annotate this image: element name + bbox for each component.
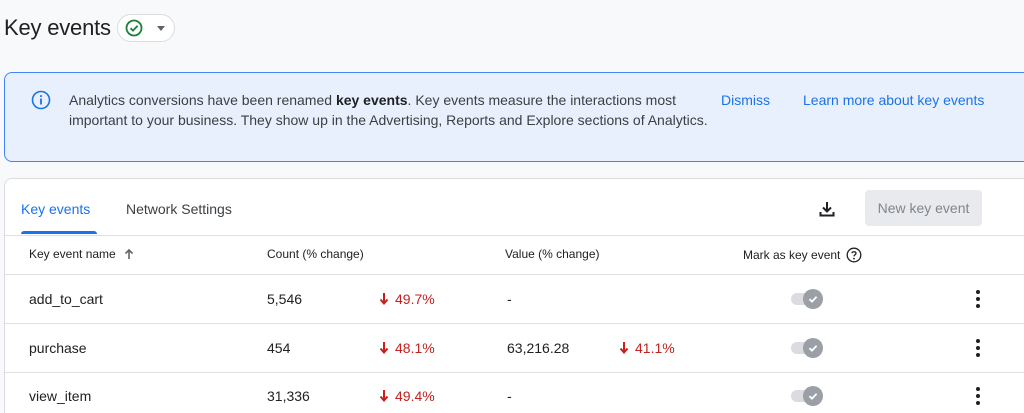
event-name: add_to_cart bbox=[29, 291, 103, 307]
event-name: view_item bbox=[29, 388, 92, 404]
column-header-value: Value (% change) bbox=[505, 247, 600, 261]
table-row: purchase 454 48.1% 63,216.28 41.1% bbox=[5, 324, 1024, 372]
more-options-icon[interactable] bbox=[966, 336, 990, 360]
mark-key-event-toggle[interactable] bbox=[789, 384, 825, 408]
info-banner: Analytics conversions have been renamed … bbox=[4, 72, 1024, 162]
dismiss-link[interactable]: Dismiss bbox=[721, 92, 770, 108]
column-header-name[interactable]: Key event name bbox=[29, 247, 136, 261]
event-count: 31,336 bbox=[267, 388, 310, 404]
table-row: view_item 31,336 49.4% - bbox=[5, 372, 1024, 413]
tab-bar: Key events Network Settings New key even… bbox=[5, 179, 1024, 235]
active-tab-indicator bbox=[21, 231, 97, 234]
arrow-down-icon bbox=[379, 390, 389, 402]
event-count: 5,546 bbox=[267, 291, 303, 307]
event-name: purchase bbox=[29, 340, 87, 356]
check-icon bbox=[808, 296, 818, 303]
more-options-icon[interactable] bbox=[966, 287, 990, 311]
key-events-card: Key events Network Settings New key even… bbox=[4, 178, 1024, 413]
more-options-icon[interactable] bbox=[966, 384, 990, 408]
new-key-event-button[interactable]: New key event bbox=[865, 190, 982, 226]
event-value: - bbox=[507, 388, 512, 404]
banner-bold-term: key events bbox=[335, 92, 408, 108]
download-button[interactable] bbox=[813, 195, 841, 223]
arrow-up-icon bbox=[124, 248, 133, 259]
divider bbox=[5, 274, 1024, 275]
mark-key-event-toggle[interactable] bbox=[789, 287, 825, 311]
value-change: 41.1% bbox=[619, 324, 675, 372]
column-header-mark: Mark as key event bbox=[743, 247, 862, 263]
count-change: 48.1% bbox=[379, 324, 435, 372]
check-icon bbox=[808, 393, 818, 400]
divider bbox=[5, 235, 1024, 236]
chevron-down-icon bbox=[156, 25, 165, 31]
check-icon bbox=[808, 345, 818, 352]
learn-more-link[interactable]: Learn more about key events bbox=[803, 92, 985, 108]
divider bbox=[5, 372, 1024, 373]
arrow-down-icon bbox=[379, 293, 389, 305]
check-circle-icon bbox=[125, 19, 143, 37]
title-row: Key events bbox=[4, 14, 175, 42]
tab-network-settings[interactable]: Network Settings bbox=[126, 201, 232, 217]
count-change: 49.4% bbox=[379, 372, 435, 413]
event-value: - bbox=[507, 291, 512, 307]
download-icon bbox=[819, 202, 835, 217]
banner-message: Analytics conversions have been renamed … bbox=[69, 92, 708, 128]
arrow-down-icon bbox=[619, 342, 629, 354]
event-value: 63,216.28 bbox=[507, 340, 570, 356]
count-change: 49.7% bbox=[379, 275, 435, 323]
page-title: Key events bbox=[4, 15, 111, 40]
table-row: add_to_cart 5,546 49.7% - bbox=[5, 275, 1024, 323]
event-count: 454 bbox=[267, 340, 291, 356]
arrow-down-icon bbox=[379, 342, 389, 354]
help-icon[interactable] bbox=[846, 247, 862, 263]
info-icon bbox=[31, 90, 51, 110]
tab-key-events[interactable]: Key events bbox=[21, 201, 91, 217]
status-dropdown[interactable] bbox=[116, 14, 175, 42]
divider bbox=[5, 323, 1024, 324]
mark-key-event-toggle[interactable] bbox=[789, 336, 825, 360]
column-header-count: Count (% change) bbox=[267, 247, 364, 261]
